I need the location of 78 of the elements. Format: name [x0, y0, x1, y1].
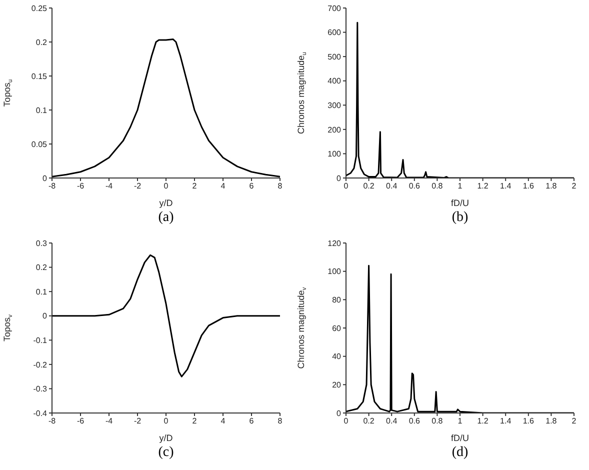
x-tick-label: 1.8 [546, 182, 558, 191]
x-tick-label: 4 [220, 416, 226, 426]
x-tick-label: -6 [76, 182, 85, 191]
y-tick-label: 700 [328, 4, 342, 13]
y-tick-label: 0.25 [31, 4, 48, 13]
x-tick-label: 0.2 [363, 182, 375, 191]
y-tick-label: 0.05 [31, 140, 48, 149]
x-tick-label: 0.8 [432, 416, 444, 426]
x-tick-label: 0 [344, 182, 349, 191]
text: (c) [157, 445, 175, 461]
x-tick-label: -6 [76, 416, 85, 426]
y-tick-label: 60 [332, 324, 342, 333]
x-tick-label: -4 [105, 182, 114, 191]
x-tick-label: -4 [105, 416, 114, 426]
text: (b) [450, 210, 470, 226]
x-tick-label: 2 [572, 182, 577, 191]
y-tick-label: -0.1 [33, 336, 48, 345]
y-tick-label: 0 [336, 408, 342, 418]
x-tick-label: 1.2 [477, 416, 489, 426]
x-tick-label: -2 [134, 416, 142, 426]
y-tick-label: 0.1 [36, 287, 48, 296]
x-tick-label: 0 [344, 416, 349, 426]
x-tick-label: 2 [192, 416, 198, 426]
y-tick-label: -0.4 [33, 408, 48, 418]
x-tick-label: 4 [220, 182, 226, 191]
y-tick-label: 0 [42, 174, 48, 183]
y-tick-label: 200 [328, 125, 342, 134]
text: (d) [450, 445, 470, 461]
y-tick-label: 400 [328, 76, 342, 86]
x-tick-label: 0.4 [386, 182, 398, 191]
x-tick-label: 8 [278, 182, 283, 191]
x-tick-label: 8 [278, 416, 283, 426]
x-tick-label: 0.2 [363, 416, 375, 426]
y-tick-label: 500 [328, 52, 342, 62]
y-tick-label: 0.3 [36, 238, 48, 248]
y-tick-label: 0.2 [36, 263, 48, 272]
x-tick-label: 0.6 [408, 182, 421, 191]
x-tick-label: 1.8 [546, 416, 558, 426]
x-axis-title: y/D [159, 433, 174, 443]
x-tick-label: 0.6 [408, 416, 421, 426]
x-tick-label: 6 [249, 182, 254, 191]
x-axis-title: fD/U [451, 433, 469, 443]
x-tick-label: 0.4 [386, 416, 398, 426]
line-series [52, 254, 280, 378]
x-axis-title: y/D [159, 198, 174, 208]
y-tick-label: 100 [328, 267, 342, 276]
x-tick-label: 0 [164, 416, 169, 426]
y-tick-label: 40 [332, 352, 342, 362]
y-tick-label: 600 [328, 28, 342, 38]
y-tick-label: 0.2 [36, 38, 48, 47]
y-tick-label: 100 [328, 150, 342, 159]
y-tick-label: 300 [328, 100, 342, 110]
x-axis-title: fD/U [451, 198, 469, 208]
y-tick-label: 120 [328, 238, 342, 248]
x-tick-label: 0.8 [432, 182, 444, 191]
y-tick-label: 80 [332, 296, 342, 305]
y-tick-label: -0.2 [33, 360, 48, 370]
x-tick-label: 1 [458, 182, 463, 191]
y-tick-label: -0.3 [33, 384, 48, 394]
x-tick-label: 1.4 [500, 416, 512, 426]
x-tick-label: 1.6 [522, 416, 535, 426]
y-tick-label: 0.1 [36, 106, 48, 115]
x-tick-label: -8 [48, 182, 56, 191]
x-tick-label: 1.2 [477, 182, 489, 191]
y-tick-label: 0 [336, 174, 342, 183]
x-tick-label: 1 [458, 416, 463, 426]
x-tick-label: 2 [572, 416, 577, 426]
y-tick-label: 20 [332, 380, 342, 390]
y-tick-label: 0.15 [31, 72, 48, 81]
x-tick-label: 1.4 [500, 182, 512, 191]
x-tick-label: 0 [164, 182, 169, 191]
text: (a) [157, 210, 175, 226]
x-tick-label: 6 [249, 416, 254, 426]
x-tick-label: 2 [192, 182, 198, 191]
y-tick-label: 0 [42, 312, 48, 321]
x-tick-label: 1.6 [522, 182, 535, 191]
x-tick-label: -8 [48, 416, 56, 426]
x-tick-label: -2 [134, 182, 142, 191]
